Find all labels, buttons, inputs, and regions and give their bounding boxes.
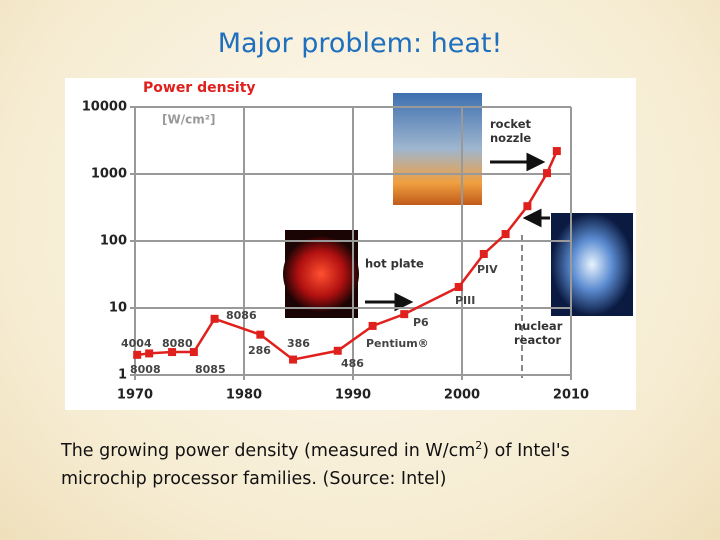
point-label: 8080 bbox=[162, 337, 193, 350]
data-point bbox=[479, 249, 488, 258]
reactor-photo bbox=[551, 213, 633, 316]
annotation: nuclear reactor bbox=[514, 319, 563, 347]
data-point bbox=[333, 346, 342, 355]
x-tick-label: 1980 bbox=[226, 388, 262, 403]
data-point bbox=[133, 350, 142, 359]
x-tick-label: 1990 bbox=[335, 388, 371, 403]
caption: The growing power density (measured in W… bbox=[61, 432, 570, 493]
point-label: PIII bbox=[455, 294, 475, 307]
point-label: Pentium® bbox=[366, 337, 429, 350]
data-point bbox=[552, 147, 561, 156]
rocket-photo bbox=[393, 93, 482, 205]
data-point bbox=[523, 202, 532, 211]
hot-plate-photo bbox=[283, 236, 359, 312]
x-tick-label: 1970 bbox=[117, 388, 153, 403]
y-tick-label: 1 bbox=[118, 368, 127, 383]
point-label: 286 bbox=[248, 344, 271, 357]
point-label: 386 bbox=[287, 337, 310, 350]
point-label: 486 bbox=[341, 357, 364, 370]
point-label: PIV bbox=[477, 263, 498, 276]
caption-text: ) of Intel's bbox=[482, 440, 570, 461]
caption-text: microchip processor families. (Source: I… bbox=[61, 468, 447, 489]
y-tick-label: 100 bbox=[100, 234, 127, 249]
arrow bbox=[490, 152, 546, 172]
data-point bbox=[168, 348, 177, 357]
data-line bbox=[137, 150, 558, 361]
point-label: 8085 bbox=[195, 363, 226, 376]
data-point bbox=[289, 355, 298, 364]
data-point bbox=[501, 230, 510, 239]
x-tick-label: 2010 bbox=[553, 388, 589, 403]
arrow bbox=[365, 292, 414, 312]
x-tick-label: 2000 bbox=[444, 388, 480, 403]
point-label: 4004 bbox=[121, 337, 152, 350]
y-tick-label: 10 bbox=[109, 301, 127, 316]
arrow bbox=[522, 208, 550, 228]
y-tick-label: 10000 bbox=[82, 100, 127, 115]
annotation: rocket nozzle bbox=[490, 117, 532, 145]
chart-title: Power density bbox=[143, 80, 256, 96]
point-label: P6 bbox=[413, 316, 429, 329]
data-point bbox=[454, 282, 463, 291]
point-label: 8008 bbox=[130, 363, 161, 376]
y-tick-label: 1000 bbox=[91, 167, 127, 182]
slide-title: Major problem: heat! bbox=[217, 28, 503, 59]
caption-text: The growing power density (measured in W… bbox=[61, 440, 476, 461]
point-label: 8086 bbox=[226, 309, 257, 322]
data-point bbox=[145, 349, 154, 358]
data-point bbox=[400, 310, 409, 319]
annotation: hot plate bbox=[365, 257, 424, 271]
data-point bbox=[189, 348, 198, 357]
data-point bbox=[256, 330, 265, 339]
data-point bbox=[210, 314, 219, 323]
data-point bbox=[543, 169, 552, 178]
data-point bbox=[368, 321, 377, 330]
caption-superscript: 2 bbox=[475, 439, 483, 452]
y-axis-label: [W/cm²] bbox=[162, 113, 215, 127]
